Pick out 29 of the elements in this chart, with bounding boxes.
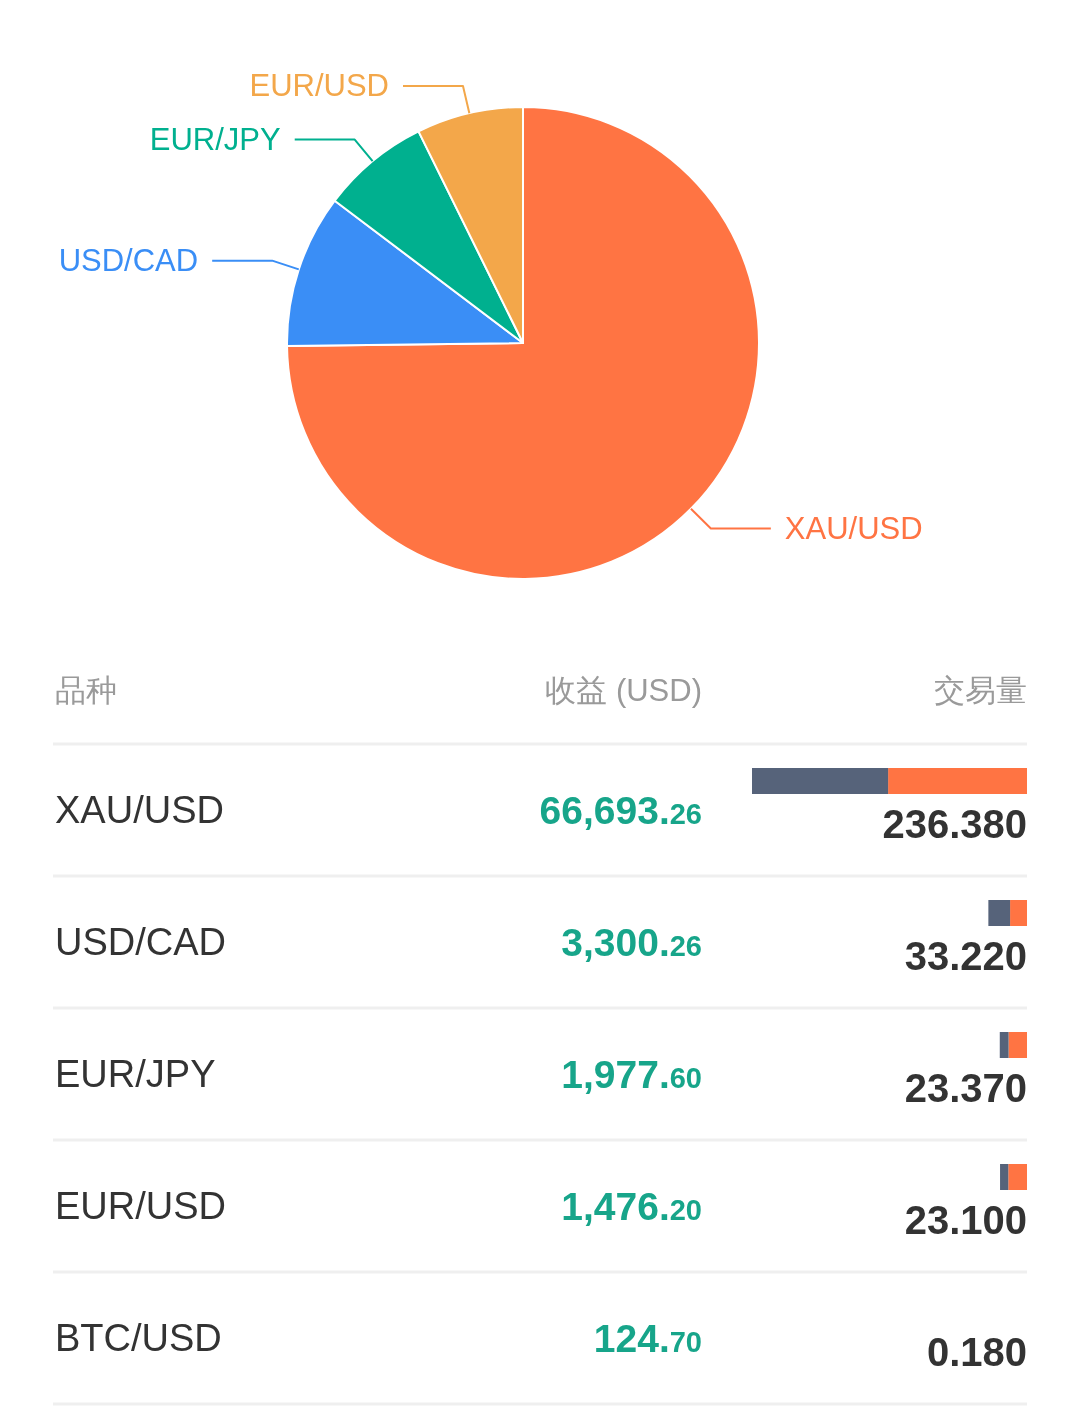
annotation: 23.370 xyxy=(904,1066,1027,1110)
text: 1,977.60 xyxy=(561,1053,702,1096)
text: 3,300.26 xyxy=(561,921,702,964)
slice-label: EUR/USD xyxy=(249,68,389,104)
slice-label: XAU/USD xyxy=(784,511,923,546)
y-axis-title: 品种 xyxy=(55,672,117,708)
text: 66,693.26 xyxy=(539,789,702,832)
x-axis-title: 交易量 xyxy=(934,672,1027,708)
bar xyxy=(999,1032,1009,1058)
text: 收益 (USD) xyxy=(545,672,702,708)
y-tick-label: EUR/JPY xyxy=(55,1053,216,1095)
bar xyxy=(1008,1032,1028,1058)
bar xyxy=(1000,1164,1009,1190)
bar xyxy=(752,768,889,794)
annotation: 0.180 xyxy=(926,1330,1027,1374)
text: 124.70 xyxy=(593,1317,702,1360)
y-tick-label: USD/CAD xyxy=(55,921,227,963)
bar xyxy=(1010,900,1027,926)
y-tick-label: EUR/USD xyxy=(55,1185,227,1227)
annotation: 236.380 xyxy=(882,802,1027,846)
annotation: 23.100 xyxy=(904,1198,1027,1242)
text: 1,476.20 xyxy=(561,1185,702,1228)
bar xyxy=(988,900,1011,926)
y-tick-label: BTC/USD xyxy=(55,1317,222,1359)
y-tick-label: XAU/USD xyxy=(55,789,224,831)
slice-label: EUR/JPY xyxy=(149,122,281,158)
bar xyxy=(888,768,1027,794)
annotation: 33.220 xyxy=(904,934,1027,978)
bar xyxy=(1008,1164,1027,1190)
